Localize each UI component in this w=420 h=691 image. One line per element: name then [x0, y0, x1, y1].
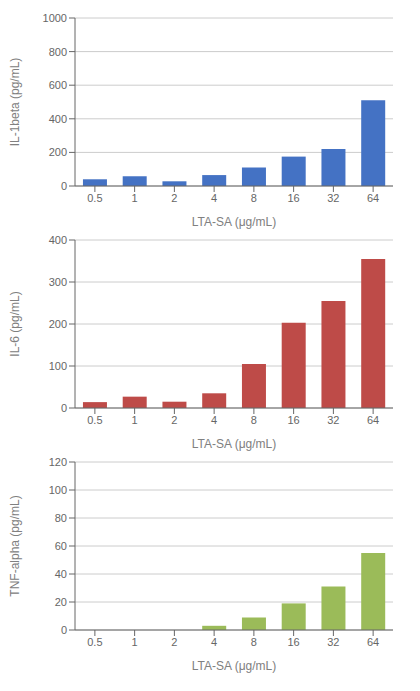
svg-text:60: 60: [55, 540, 67, 552]
svg-text:800: 800: [49, 46, 67, 58]
svg-text:0: 0: [61, 624, 67, 636]
svg-text:32: 32: [327, 414, 339, 426]
svg-text:64: 64: [367, 414, 379, 426]
svg-text:64: 64: [367, 636, 379, 648]
svg-text:120: 120: [49, 456, 67, 468]
svg-text:2: 2: [171, 414, 177, 426]
svg-text:64: 64: [367, 192, 379, 204]
svg-text:2: 2: [171, 636, 177, 648]
svg-text:IL-6 (pg/mL): IL-6 (pg/mL): [8, 291, 22, 356]
svg-text:16: 16: [288, 192, 300, 204]
svg-text:200: 200: [49, 318, 67, 330]
svg-text:1000: 1000: [43, 12, 67, 24]
svg-text:80: 80: [55, 512, 67, 524]
svg-text:TNF-alpha (pg/mL): TNF-alpha (pg/mL): [8, 495, 22, 596]
svg-text:8: 8: [251, 636, 257, 648]
svg-text:4: 4: [211, 414, 217, 426]
svg-text:2: 2: [171, 192, 177, 204]
svg-text:LTA-SA (μg/mL): LTA-SA (μg/mL): [192, 437, 277, 451]
svg-text:20: 20: [55, 596, 67, 608]
svg-text:1: 1: [132, 192, 138, 204]
svg-text:0.5: 0.5: [87, 192, 102, 204]
svg-text:0.5: 0.5: [87, 636, 102, 648]
svg-text:LTA-SA (μg/mL): LTA-SA (μg/mL): [192, 215, 277, 229]
svg-text:4: 4: [211, 192, 217, 204]
svg-text:200: 200: [49, 146, 67, 158]
svg-text:8: 8: [251, 414, 257, 426]
svg-text:100: 100: [49, 360, 67, 372]
svg-text:1: 1: [132, 414, 138, 426]
svg-text:16: 16: [288, 414, 300, 426]
svg-text:40: 40: [55, 568, 67, 580]
svg-text:600: 600: [49, 79, 67, 91]
svg-text:32: 32: [327, 636, 339, 648]
svg-text:IL-1beta (pg/mL): IL-1beta (pg/mL): [8, 58, 22, 147]
svg-text:0.5: 0.5: [87, 414, 102, 426]
svg-text:0: 0: [61, 402, 67, 414]
svg-text:400: 400: [49, 234, 67, 246]
svg-text:4: 4: [211, 636, 217, 648]
svg-text:8: 8: [251, 192, 257, 204]
svg-text:32: 32: [327, 192, 339, 204]
svg-text:400: 400: [49, 113, 67, 125]
svg-text:1: 1: [132, 636, 138, 648]
svg-text:0: 0: [61, 180, 67, 192]
svg-text:300: 300: [49, 276, 67, 288]
svg-text:100: 100: [49, 484, 67, 496]
svg-text:LTA-SA (μg/mL): LTA-SA (μg/mL): [192, 659, 277, 673]
svg-text:16: 16: [288, 636, 300, 648]
